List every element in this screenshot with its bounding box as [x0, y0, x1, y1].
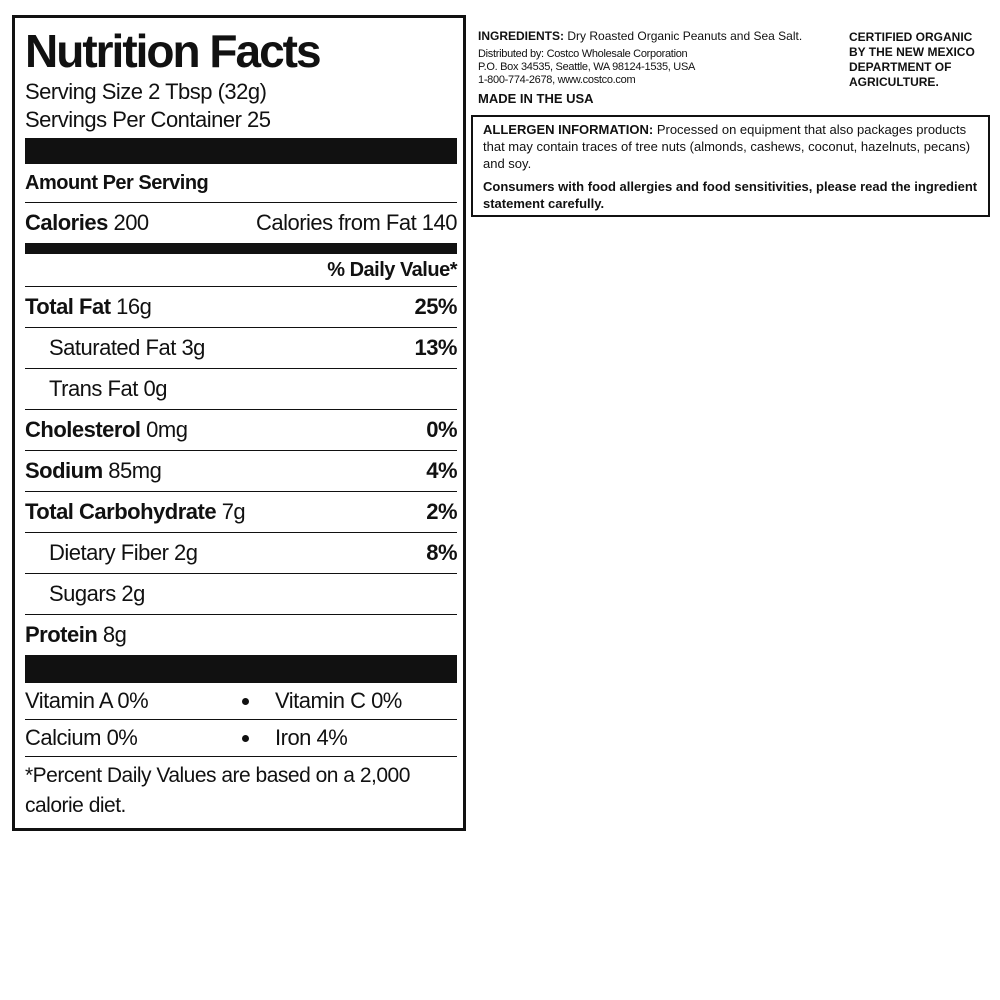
- nutrient-row: Trans Fat 0g: [25, 369, 457, 410]
- nutrient-label: Dietary Fiber: [49, 540, 169, 565]
- calories-from-fat: Calories from Fat 140: [255, 210, 458, 235]
- distributor-line: Distributed by: Costco Wholesale Corpora…: [478, 48, 688, 60]
- vitamin: Vitamin A 0%: [25, 688, 149, 713]
- amount-per-serving: Amount Per Serving: [25, 164, 457, 203]
- certification-line: BY THE NEW MEXICO: [849, 45, 975, 59]
- nutrient-row: Dietary Fiber 2g 8%: [25, 533, 457, 574]
- nutrient: Total Carbohydrate 7g: [25, 499, 246, 525]
- allergen-text: Processed on equipment that also package…: [483, 122, 971, 171]
- nutrient-row: Sugars 2g: [25, 574, 457, 615]
- nutrient-amount: 0mg: [146, 417, 188, 442]
- nutrient-amount: 7g: [221, 499, 246, 524]
- nutrient-daily-value: 4%: [426, 458, 457, 483]
- nutrition-label: Nutrition Facts Serving Size 2 Tbsp (32g…: [12, 15, 466, 831]
- nutrient-label: Total Fat: [25, 294, 111, 319]
- nutrient-label: Protein: [25, 622, 98, 647]
- nutrient-amount: 2g: [174, 540, 198, 565]
- calories-row: Calories 200 Calories from Fat 140: [25, 203, 458, 243]
- nutrient-amount: 16g: [116, 294, 152, 319]
- certification-line: CERTIFIED ORGANIC: [849, 30, 973, 44]
- nutrient-amount: 3g: [181, 335, 205, 360]
- distributor-line: P.O. Box 34535, Seattle, WA 98124-1535, …: [478, 61, 696, 73]
- daily-value-header-row: % Daily Value*: [25, 254, 457, 287]
- calories-label: Calories: [25, 210, 108, 235]
- made-in: MADE IN THE USA: [478, 91, 594, 106]
- nutrient-row: Protein 8g: [25, 615, 457, 655]
- nutrient: Cholesterol 0mg: [25, 417, 188, 443]
- allergen-info: ALLERGEN INFORMATION: Processed on equip…: [483, 121, 978, 172]
- nutrient-list: Total Fat 16g 25% Saturated Fat 3g 13% Trans…: [25, 287, 457, 655]
- nutrient: Dietary Fiber 2g: [49, 540, 198, 566]
- daily-value-header: % Daily Value*: [327, 258, 457, 281]
- nutrient-label: Cholesterol: [25, 417, 141, 442]
- vitamin: Iron 4%: [275, 725, 348, 750]
- medium-rule: [25, 243, 457, 254]
- nutrient: Sodium 85mg: [25, 458, 162, 484]
- nutrient-row: Total Fat 16g 25%: [25, 287, 457, 328]
- allergen-label: ALLERGEN INFORMATION:: [483, 122, 654, 137]
- nutrient-label: Sugars: [49, 581, 116, 606]
- servings-per-container: Servings Per Container 25: [25, 107, 271, 132]
- nutrient: Protein 8g: [25, 622, 127, 648]
- nutrient-daily-value: 8%: [426, 540, 457, 565]
- label-title: Nutrition Facts: [25, 25, 322, 77]
- nutrient-amount: 0g: [143, 376, 167, 401]
- calories-amount: 200: [113, 210, 149, 235]
- distributor: Distributed by: Costco Wholesale Corpora…: [478, 48, 838, 87]
- thick-rule: [25, 138, 457, 164]
- nutrient-row: Total Carbohydrate 7g 2%: [25, 492, 457, 533]
- nutrient: Saturated Fat 3g: [49, 335, 205, 361]
- nutrient-daily-value: 0%: [426, 417, 457, 442]
- ingredients-label: INGREDIENTS:: [478, 29, 565, 43]
- bullet: [241, 697, 249, 705]
- certification: CERTIFIED ORGANIC BY THE NEW MEXICO DEPART…: [849, 30, 975, 90]
- nutrient-amount: 85mg: [108, 458, 162, 483]
- distributor-line: 1-800-774-2678, www.costco.com: [478, 74, 636, 86]
- nutrient-label: Sodium: [25, 458, 103, 483]
- ingredients: INGREDIENTS: Dry Roasted Organic Peanuts…: [478, 29, 838, 43]
- nutrient-row: Sodium 85mg 4%: [25, 451, 457, 492]
- nutrient-label: Trans Fat: [49, 376, 138, 401]
- vitamin-row: Vitamin A 0% Vitamin C 0%: [25, 683, 457, 720]
- nutrient-amount: 8g: [102, 622, 127, 647]
- nutrient-label: Total Carbohydrate: [25, 499, 217, 524]
- nutrient-daily-value: 13%: [414, 335, 457, 360]
- bullet: [241, 734, 249, 742]
- nutrient-row: Cholesterol 0mg 0%: [25, 410, 457, 451]
- vitamin: Calcium 0%: [25, 725, 138, 750]
- footnote: *Percent Daily Values are based on a 2,0…: [25, 764, 410, 817]
- ingredients-block: INGREDIENTS: Dry Roasted Organic Peanuts…: [478, 29, 838, 106]
- nutrient: Total Fat 16g: [25, 294, 152, 320]
- nutrient: Sugars 2g: [49, 581, 145, 607]
- nutrient: Trans Fat 0g: [49, 376, 167, 402]
- allergen-warning: Consumers with food allergies and food s…: [483, 179, 978, 211]
- thick-rule: [25, 655, 457, 683]
- vitamin-row: Calcium 0% Iron 4%: [25, 720, 457, 757]
- nutrient-row: Saturated Fat 3g 13%: [25, 328, 457, 369]
- nutrient-daily-value: 2%: [426, 499, 457, 524]
- allergen-box: ALLERGEN INFORMATION: Processed on equip…: [471, 115, 990, 217]
- nutrient-label: Saturated Fat: [49, 335, 176, 360]
- ingredients-text: Dry Roasted Organic Peanuts and Sea Salt…: [567, 29, 803, 43]
- certification-line: AGRICULTURE.: [849, 75, 939, 89]
- certification-line: DEPARTMENT OF: [849, 60, 952, 74]
- vitamin-list: Vitamin A 0% Vitamin C 0% Calcium 0% Iron 4…: [25, 683, 457, 757]
- serving-size: Serving Size 2 Tbsp (32g): [25, 79, 267, 104]
- vitamin: Vitamin C 0%: [275, 688, 402, 713]
- nutrient-daily-value: 25%: [414, 294, 457, 319]
- calories: Calories 200: [25, 210, 149, 236]
- nutrient-amount: 2g: [121, 581, 145, 606]
